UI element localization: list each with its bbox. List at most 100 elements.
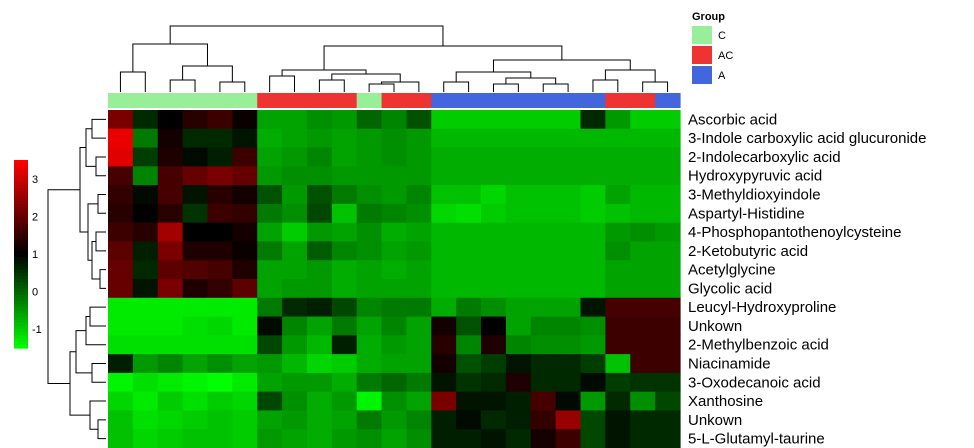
column-group-cell <box>282 93 308 108</box>
heatmap-cell <box>580 203 606 224</box>
heatmap-cell <box>530 222 557 243</box>
heatmap-cell <box>481 410 507 430</box>
heatmap-cell <box>580 335 606 355</box>
heatmap-cell <box>108 185 134 205</box>
heatmap-cell <box>481 166 507 186</box>
column-group-cell <box>630 93 656 108</box>
colorbar-step <box>14 307 28 311</box>
heatmap-cell <box>282 128 308 149</box>
colorbar-step <box>14 241 28 246</box>
colorbar-step <box>14 200 28 205</box>
heatmap-cell <box>381 279 408 299</box>
heatmap-cell <box>108 297 134 318</box>
heatmap-cell <box>481 372 507 393</box>
row-label: Niacinamide <box>688 356 771 373</box>
heatmap-cell <box>431 222 457 243</box>
colorbar-tick-label: 3 <box>32 174 38 186</box>
column-group-cell <box>456 93 482 108</box>
heatmap-cell <box>306 335 333 355</box>
colorbar-step <box>14 228 28 233</box>
colorbar-step <box>14 326 28 330</box>
heatmap-cell <box>282 391 308 412</box>
row-label: Leucyl-Hydroxyproline <box>688 299 836 316</box>
heatmap-cell <box>232 410 258 430</box>
heatmap-cell <box>232 241 258 261</box>
heatmap-cell <box>530 260 557 280</box>
colorbar-step <box>14 332 28 337</box>
heatmap-cell <box>630 185 656 205</box>
heatmap-cell <box>605 222 631 243</box>
dendrogram-branch <box>91 118 106 139</box>
heatmap-cell <box>331 128 358 149</box>
colorbar-step <box>14 313 28 318</box>
heatmap-cell <box>157 203 184 224</box>
heatmap-cell <box>257 391 283 412</box>
colorbar-step <box>14 341 28 346</box>
heatmap-cell <box>530 297 557 318</box>
heatmap-cell <box>306 297 333 318</box>
heatmap-cell <box>306 354 333 374</box>
heatmap-cell <box>580 185 606 205</box>
heatmap-cell <box>630 110 656 130</box>
heatmap-cell <box>505 147 532 167</box>
heatmap-cell <box>406 297 432 318</box>
heatmap-cell <box>630 335 656 355</box>
colorbar-step <box>14 297 28 302</box>
heatmap-cell <box>580 260 606 280</box>
heatmap-cell <box>331 185 358 205</box>
heatmap-cell <box>406 222 432 243</box>
heatmap-cell <box>555 260 582 280</box>
heatmap-cell <box>257 335 283 355</box>
heatmap-cell <box>207 335 233 355</box>
heatmap-cell <box>207 147 233 167</box>
colorbar-step <box>14 316 28 321</box>
heatmap-cell <box>530 410 557 430</box>
row-label: Xanthosine <box>688 393 763 410</box>
heatmap-cell <box>580 316 606 336</box>
heatmap-cell <box>456 222 482 243</box>
heatmap-cell <box>207 185 233 205</box>
heatmap-cell <box>331 279 358 299</box>
colorbar-step <box>14 266 28 271</box>
heatmap-cell <box>207 410 233 430</box>
heatmap-cell <box>257 110 283 130</box>
heatmap-cell <box>406 429 432 448</box>
heatmap-cell <box>456 241 482 261</box>
heatmap-cell <box>605 110 631 130</box>
heatmap-cell <box>456 110 482 130</box>
heatmap-cell <box>555 222 582 243</box>
dendrogram-branch <box>323 45 563 70</box>
heatmap-cell <box>356 203 383 224</box>
heatmap-cell <box>555 166 582 186</box>
dendrogram-branch <box>47 189 80 384</box>
colorbar-step <box>14 257 28 261</box>
heatmap-cell <box>555 279 582 299</box>
heatmap-cell <box>456 429 482 448</box>
heatmap-cell <box>555 110 582 130</box>
heatmap-cell <box>630 128 656 149</box>
heatmap-cell <box>580 429 606 448</box>
column-group-cell <box>381 93 408 108</box>
heatmap-cell <box>481 429 507 448</box>
colorbar-step <box>14 247 28 252</box>
heatmap-cell <box>655 110 681 130</box>
colorbar-step <box>14 285 28 290</box>
heatmap-cell <box>356 185 383 205</box>
dendrogram-branch <box>85 316 106 346</box>
heatmap-cell <box>655 335 681 355</box>
heatmap-cell <box>406 372 432 393</box>
heatmap-cell <box>306 110 333 130</box>
heatmap-cell <box>381 391 408 412</box>
heatmap-cell <box>505 110 532 130</box>
heatmap-cell <box>282 316 308 336</box>
heatmap-cell <box>505 185 532 205</box>
heatmap-cell <box>282 110 308 130</box>
heatmap-cell <box>257 185 283 205</box>
heatmap-cell <box>406 147 432 167</box>
heatmap-cell <box>505 203 532 224</box>
heatmap-cell <box>182 335 209 355</box>
heatmap-cell <box>381 297 408 318</box>
heatmap-cell <box>505 222 532 243</box>
dendrogram-branch <box>318 79 345 92</box>
heatmap-cell <box>630 147 656 167</box>
